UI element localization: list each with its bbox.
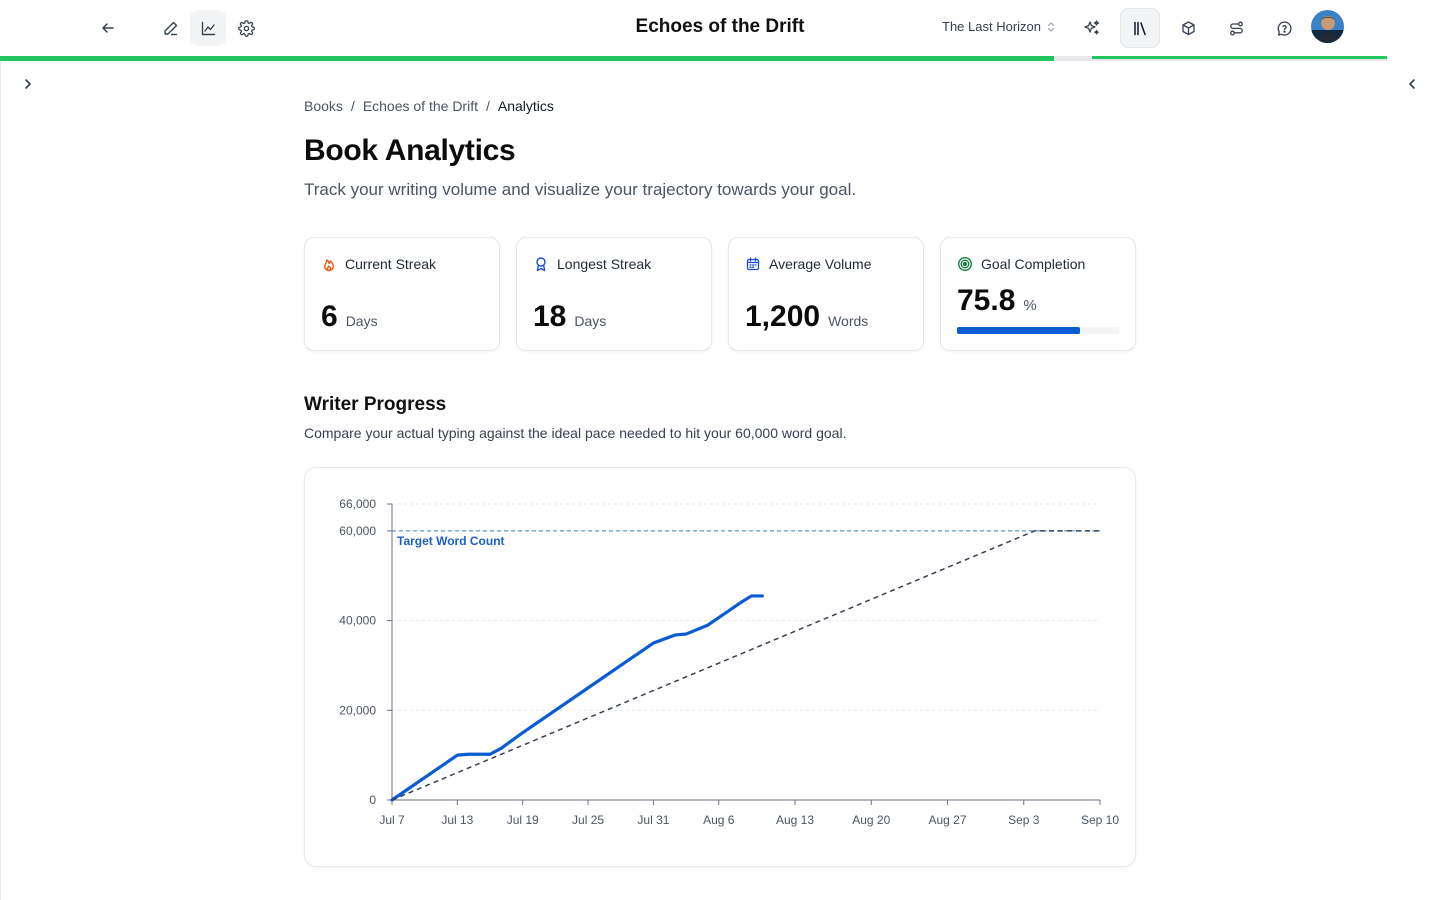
pencil-icon <box>163 21 177 35</box>
workflow-button[interactable] <box>1218 10 1254 46</box>
x-tick-label: Sep 10 <box>1081 813 1119 827</box>
project-selector[interactable]: The Last Horizon <box>942 19 1055 34</box>
chapter-progress-bar <box>0 56 1387 61</box>
workflow-icon <box>1229 21 1243 35</box>
chapter-progress-fill <box>0 56 1055 61</box>
x-tick-label: Jul 7 <box>379 813 405 827</box>
breadcrumb-separator: / <box>485 98 490 114</box>
stat-value: 18 <box>533 300 567 333</box>
y-tick-label: 0 <box>369 793 376 807</box>
top-bar: Echoes of the Drift The Last Horizon <box>0 0 1440 56</box>
target-icon <box>957 256 973 272</box>
goal-progress-bar <box>957 327 1119 334</box>
chapter-progress-accent <box>1092 56 1387 59</box>
app-title: Echoes of the Drift <box>635 16 805 37</box>
writer-progress-chart-card: 0 20,000 40,000 60,000 66,000 Jul 7 Jul 13 Jul … <box>304 467 1136 867</box>
help-icon <box>1277 20 1292 36</box>
stat-value: 6 <box>321 300 338 333</box>
library-button[interactable] <box>1120 8 1160 48</box>
chevron-left-icon <box>1409 79 1415 89</box>
writer-progress-chart: 0 20,000 40,000 60,000 66,000 Jul 7 Jul 13 Jul … <box>339 497 1119 827</box>
x-tick-label: Jul 13 <box>441 813 473 827</box>
x-tick-label: Jul 31 <box>637 813 669 827</box>
chevron-up-down-icon <box>1047 21 1055 32</box>
y-tick-label: 60,000 <box>339 524 376 538</box>
x-tick-label: Aug 27 <box>928 813 966 827</box>
stat-label: Longest Streak <box>557 256 652 272</box>
x-tick-label: Aug 13 <box>776 813 814 827</box>
analytics-button[interactable] <box>190 10 226 46</box>
stat-unit: Days <box>574 313 607 329</box>
breadcrumb-item-book[interactable]: Echoes of the Drift <box>362 98 478 114</box>
back-arrow-icon <box>102 23 114 33</box>
settings-button[interactable] <box>228 10 264 46</box>
user-avatar[interactable] <box>1311 10 1344 43</box>
actual-progress-line <box>390 594 764 802</box>
x-tick-label: Sep 3 <box>1008 813 1040 827</box>
stat-label: Average Volume <box>769 256 872 272</box>
library-icon <box>1133 21 1146 35</box>
ideal-pace-line <box>391 530 1100 801</box>
back-button[interactable] <box>90 10 126 46</box>
target-label: Target Word Count <box>397 534 505 548</box>
help-button[interactable] <box>1266 10 1302 46</box>
stat-value: 75.8 <box>957 284 1016 317</box>
stat-unit: % <box>1023 297 1037 314</box>
ai-assistant-button[interactable] <box>1074 10 1110 46</box>
stat-card-average-volume: Average Volume 1,200 Words <box>728 237 924 351</box>
stat-label: Current Streak <box>345 256 437 272</box>
x-tick-label: Jul 19 <box>507 813 539 827</box>
breadcrumb-separator: / <box>350 98 355 114</box>
x-tick-label: Aug 6 <box>703 813 735 827</box>
chevron-right-icon <box>25 79 31 89</box>
chart-line-icon <box>201 21 215 35</box>
x-tick-label: Aug 20 <box>852 813 890 827</box>
assets-button[interactable] <box>1170 10 1206 46</box>
writer-progress-subtitle: Compare your actual typing against the i… <box>304 425 847 441</box>
gear-icon <box>237 19 255 37</box>
expand-left-sidebar-button[interactable] <box>18 74 38 94</box>
y-tick-label: 40,000 <box>339 614 376 628</box>
expand-right-sidebar-button[interactable] <box>1402 74 1422 94</box>
box-icon <box>1181 20 1195 35</box>
stat-value: 1,200 <box>745 300 821 333</box>
y-tick-label: 20,000 <box>339 703 376 717</box>
breadcrumb-item-current: Analytics <box>497 98 554 114</box>
avatar-image <box>1311 10 1344 43</box>
flame-icon <box>324 259 334 272</box>
stat-unit: Days <box>345 313 378 329</box>
breadcrumb: Books / Echoes of the Drift / Analytics <box>304 98 554 114</box>
stat-card-current-streak: Current Streak 6 Days <box>304 237 500 351</box>
stat-label: Goal Completion <box>981 256 1086 272</box>
award-icon <box>536 257 546 272</box>
stat-card-longest-streak: Longest Streak 18 Days <box>516 237 712 351</box>
goal-progress-fill <box>957 327 1080 334</box>
page-title: Book Analytics <box>304 134 516 167</box>
page-subtitle: Track your writing volume and visualize … <box>304 180 857 199</box>
calendar-icon <box>746 257 760 271</box>
sparkles-icon <box>1084 20 1100 35</box>
editor-button[interactable] <box>152 10 188 46</box>
stat-unit: Words <box>828 313 869 329</box>
sidebar-divider <box>0 62 1 900</box>
stat-card-goal-completion: Goal Completion 75.8 % <box>940 237 1136 351</box>
writer-progress-title: Writer Progress <box>304 394 447 415</box>
breadcrumb-item-books[interactable]: Books <box>304 98 343 114</box>
project-name: The Last Horizon <box>942 19 1041 34</box>
y-tick-label: 66,000 <box>339 497 376 511</box>
x-tick-label: Jul 25 <box>572 813 604 827</box>
